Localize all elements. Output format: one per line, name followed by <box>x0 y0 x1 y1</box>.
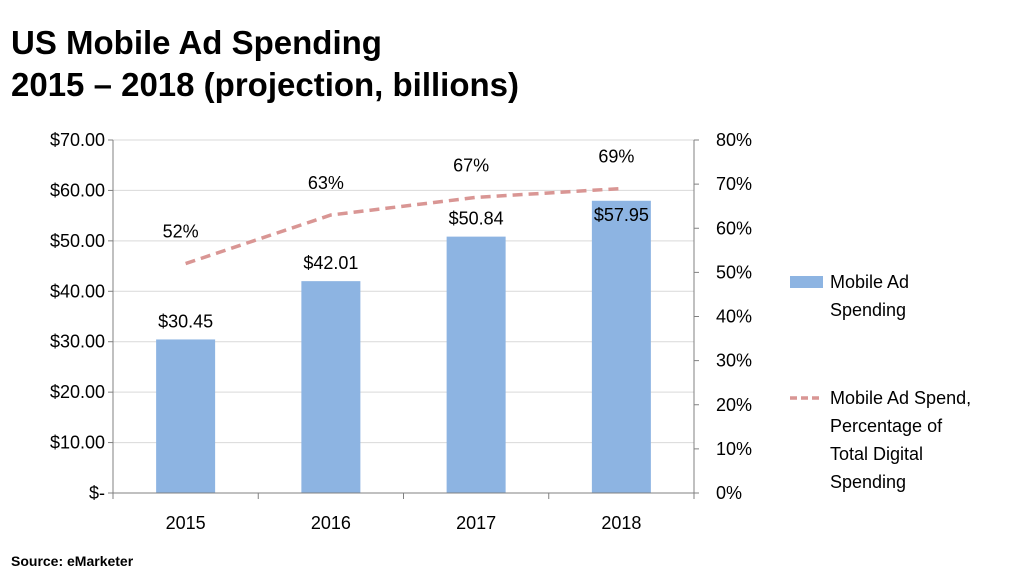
x-tick-label: 2017 <box>456 513 496 533</box>
x-tick-label: 2015 <box>166 513 206 533</box>
y-right-tick-label: 40% <box>716 307 752 327</box>
y-right-tick-label: 80% <box>716 130 752 150</box>
y-left-tick-label: $60.00 <box>50 180 105 200</box>
bar-2015 <box>156 339 216 493</box>
y-right-tick-label: 20% <box>716 395 752 415</box>
axes: $- $10.00 $20.00 $30.00 $40.00 $50.00 $60.00 $7… <box>50 130 752 533</box>
y-left-tick-label: $20.00 <box>50 382 105 402</box>
y-right-tick-label: 50% <box>716 262 752 282</box>
y-left-tick-label: $10.00 <box>50 433 105 453</box>
legend-label-line: Total Digital <box>830 444 923 464</box>
chart-title-line-2: 2015 – 2018 (projection, billions) <box>11 66 520 103</box>
y-right-tick-label: 70% <box>716 174 752 194</box>
y-right-tick-label: 10% <box>716 439 752 459</box>
bar-2016 <box>301 281 361 493</box>
y-right-tick-label: 60% <box>716 218 752 238</box>
legend-label-bar: Mobile Ad <box>830 272 909 292</box>
bar-data-label: $50.84 <box>449 209 504 229</box>
y-left-tick-label: $- <box>89 483 105 503</box>
y-left-tick-label: $40.00 <box>50 281 105 301</box>
y-right-tick-label: 0% <box>716 483 742 503</box>
bar-2018 <box>591 200 651 494</box>
legend: Mobile Ad Spending Mobile Ad Spend, Percent… <box>790 272 971 492</box>
chart-title-line-1: US Mobile Ad Spending <box>11 24 382 61</box>
line-data-label: 69% <box>598 147 634 167</box>
source-note: Source: eMarketer <box>11 553 134 569</box>
bar-series <box>156 200 651 494</box>
data-labels: $30.45 $42.01 $50.84 $57.95 52% 63% 67% 69% <box>158 147 649 332</box>
legend-label-line: Spending <box>830 472 906 492</box>
line-percentage <box>185 186 622 266</box>
line-series <box>185 186 622 266</box>
y-left-tick-label: $30.00 <box>50 332 105 352</box>
legend-label-line: Mobile Ad Spend, <box>830 388 971 408</box>
line-data-label: 67% <box>453 155 489 175</box>
line-data-label: 52% <box>163 222 199 242</box>
y-right-tick-label: 30% <box>716 351 752 371</box>
chart-title: US Mobile Ad Spending 2015 – 2018 (proje… <box>11 22 519 106</box>
x-tick-label: 2018 <box>601 513 641 533</box>
bar-data-label: $57.95 <box>594 205 649 225</box>
bar-data-label: $30.45 <box>158 311 213 331</box>
legend-label-line: Percentage of <box>830 416 943 436</box>
y-left-tick-label: $70.00 <box>50 130 105 150</box>
legend-label-bar: Spending <box>830 300 906 320</box>
bar-2017 <box>446 236 506 493</box>
y-left-tick-label: $50.00 <box>50 231 105 251</box>
legend-swatch-bar <box>790 276 823 288</box>
bar-data-label: $42.01 <box>303 253 358 273</box>
line-data-label: 63% <box>308 173 344 193</box>
x-tick-label: 2016 <box>311 513 351 533</box>
